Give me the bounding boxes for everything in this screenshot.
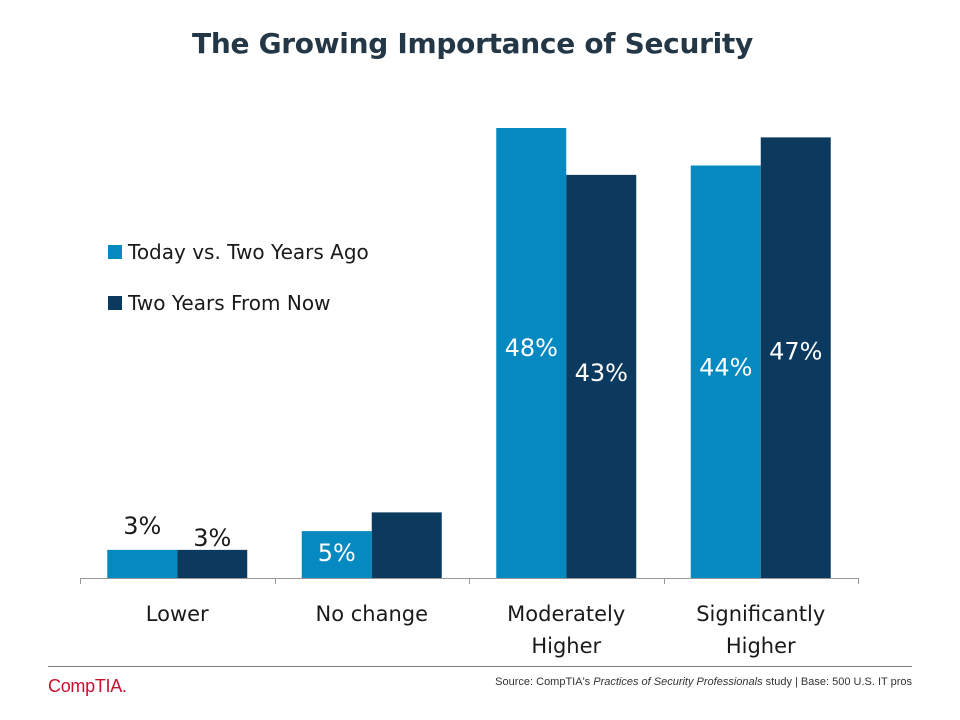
legend-label-series-1: Today vs. Two Years Ago <box>128 240 369 264</box>
legend-swatch-series-1 <box>108 245 122 259</box>
x-tick-label: Significantly <box>696 602 825 626</box>
x-tick-label: Lower <box>146 602 209 626</box>
chart-title: The Growing Importance of Security <box>192 27 753 60</box>
bar-1 <box>107 549 178 578</box>
footer-divider <box>48 666 912 667</box>
legend-swatch-series-2 <box>108 296 122 310</box>
bar-1 <box>496 128 567 578</box>
bar-2 <box>760 137 831 578</box>
comptia-logo: CompTIA. <box>48 676 127 696</box>
data-label: 44% <box>699 354 752 382</box>
data-label: 7% <box>388 712 426 720</box>
source-suffix: study | Base: 500 U.S. IT pros <box>762 676 912 688</box>
data-label: 48% <box>505 334 558 362</box>
source-note: Source: CompTIA's Practices of Security … <box>495 676 912 688</box>
bar-2 <box>371 512 442 578</box>
source-title: Practices of Security Professionals <box>593 676 763 688</box>
data-label: 43% <box>575 359 628 387</box>
source-prefix: Source: CompTIA's <box>495 676 594 688</box>
data-label: 5% <box>318 539 356 567</box>
bar-2 <box>566 174 637 578</box>
x-tick-label: Moderately <box>507 602 625 626</box>
legend-label-series-2: Two Years From Now <box>128 291 331 315</box>
x-tick-label: Higher <box>726 634 796 658</box>
x-tick-label: Higher <box>531 634 601 658</box>
bar-2 <box>177 549 248 578</box>
legend: Today vs. Two Years Ago Two Years From N… <box>108 238 369 340</box>
legend-item-series-2: Two Years From Now <box>108 289 369 317</box>
data-label: 3% <box>193 524 231 552</box>
data-label: 3% <box>123 512 161 540</box>
bar-1 <box>690 165 761 578</box>
legend-item-series-1: Today vs. Two Years Ago <box>108 238 369 266</box>
x-tick-label: No change <box>315 602 428 626</box>
bar-1 <box>301 531 372 578</box>
data-label: 47% <box>769 337 822 365</box>
